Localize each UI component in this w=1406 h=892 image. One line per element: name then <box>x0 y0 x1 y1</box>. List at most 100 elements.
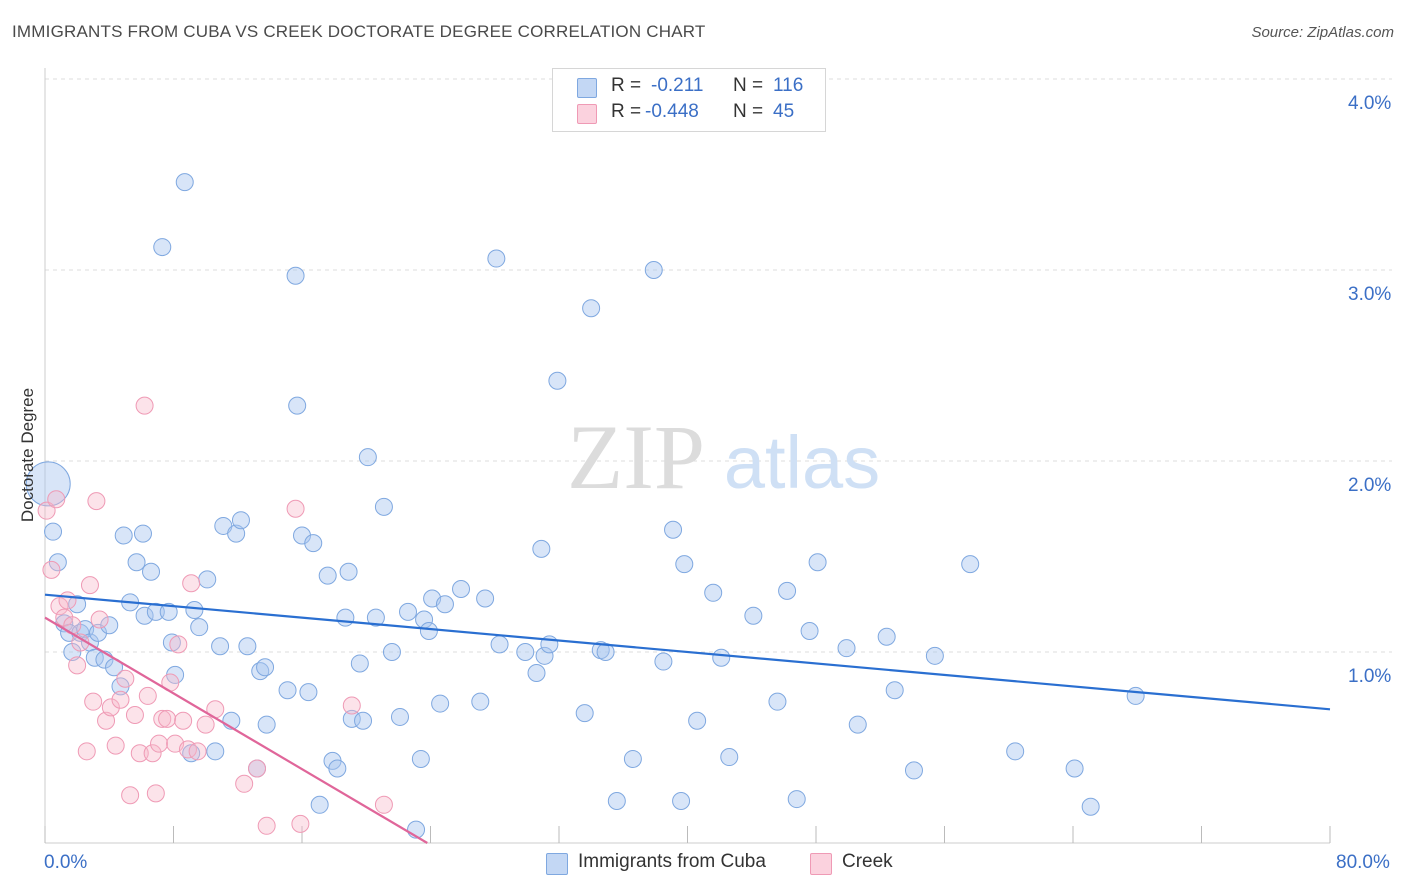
cuba-point <box>532 539 551 558</box>
creek-point <box>188 742 207 761</box>
cuba-point <box>206 742 225 761</box>
cuba-point <box>1065 759 1084 778</box>
chart-title: IMMIGRANTS FROM CUBA VS CREEK DOCTORATE … <box>12 22 706 41</box>
creek-point <box>174 711 193 730</box>
cuba-point <box>382 643 401 661</box>
legend-n-value: 45 <box>773 101 795 122</box>
y-axis-label: Doctorate Degree <box>18 387 37 523</box>
series-immigrants-from-cuba <box>25 173 1145 839</box>
cuba-point <box>390 707 409 726</box>
trend-line-cuba <box>44 593 1331 711</box>
cuba-point <box>185 600 204 619</box>
bottom-legend-label-creek: Creek <box>842 851 893 872</box>
cuba-point <box>142 562 161 581</box>
cuba-point <box>768 692 787 711</box>
cuba-point <box>257 715 276 734</box>
cuba-point <box>778 581 797 600</box>
cuba-point <box>304 534 323 553</box>
cuba-point <box>654 652 673 671</box>
cuba-point <box>227 524 246 543</box>
y-tick-label: 3.0% <box>1348 284 1392 305</box>
cuba-point <box>288 396 307 415</box>
cuba-point <box>435 595 454 614</box>
cuba-point <box>516 643 535 661</box>
cuba-point <box>535 646 554 665</box>
cuba-point <box>411 749 430 768</box>
cuba-point <box>310 795 329 814</box>
cuba-point <box>582 299 601 318</box>
cuba-point <box>476 589 495 608</box>
cuba-point <box>159 602 178 621</box>
cuba-point <box>419 621 438 640</box>
creek-point <box>130 744 149 763</box>
cuba-point <box>68 595 87 614</box>
bottom-legend-swatch-creek <box>810 853 832 875</box>
cuba-point <box>712 648 731 667</box>
creek-point <box>87 492 106 511</box>
cuba-point <box>399 602 418 621</box>
x-tick-label-min: 0.0% <box>44 852 88 873</box>
bottom-legend-label-cuba: Immigrants from Cuba <box>578 851 766 872</box>
cuba-point <box>190 618 209 637</box>
creek-point <box>342 696 361 715</box>
creek-point <box>182 574 201 593</box>
cuba-point <box>607 791 626 810</box>
cuba-point <box>211 637 230 656</box>
creek-point <box>116 669 135 688</box>
legend-n-label: N = <box>733 101 764 122</box>
creek-point <box>143 744 162 763</box>
cuba-point <box>471 692 490 711</box>
creek-point <box>158 709 177 728</box>
cuba-point <box>837 639 856 658</box>
creek-point <box>146 784 165 803</box>
cuba-point <box>342 709 361 728</box>
y-tick-label: 1.0% <box>1348 666 1392 687</box>
cuba-point <box>25 461 71 507</box>
watermark: ZIP atlas <box>567 406 880 508</box>
cuba-point <box>231 511 250 530</box>
cuba-point <box>490 635 509 654</box>
cuba-point <box>133 524 152 543</box>
cuba-point <box>135 606 154 625</box>
legend-r-value: -0.211 <box>651 75 704 96</box>
cuba-point <box>175 173 194 192</box>
cuba-point <box>644 261 663 279</box>
cuba-point <box>339 562 358 581</box>
creek-point <box>153 709 172 728</box>
cuba-point <box>299 683 318 702</box>
creek-point <box>169 635 188 654</box>
grid-lines <box>45 78 1392 653</box>
cuba-point <box>146 602 165 621</box>
creek-point <box>150 734 169 753</box>
trend-lines <box>44 593 1331 844</box>
cuba-point <box>787 790 806 809</box>
cuba-point <box>336 608 355 627</box>
cuba-point <box>452 579 471 598</box>
bottom-legend-swatch-cuba <box>546 853 568 875</box>
cuba-point <box>1006 742 1025 761</box>
cuba-point <box>1126 686 1145 705</box>
cuba-point <box>278 681 297 700</box>
cuba-point <box>904 761 923 780</box>
cuba-point <box>877 627 896 646</box>
cuba-point <box>664 520 683 539</box>
creek-point <box>84 692 103 711</box>
y-tick-label: 2.0% <box>1348 475 1392 496</box>
creek-point <box>121 786 140 805</box>
legend-r-label: R = <box>611 75 642 96</box>
trend-line-creek <box>44 616 428 844</box>
creek-point <box>80 576 99 595</box>
cuba-point <box>286 266 305 285</box>
correlation-legend: R = -0.211 N = 116 R = -0.448 N = 45 <box>552 68 826 132</box>
watermark-zip: ZIP <box>567 406 705 508</box>
creek-point <box>58 591 77 610</box>
source-label: Source: ZipAtlas.com <box>1251 24 1394 41</box>
creek-point <box>125 706 144 725</box>
cuba-point <box>885 681 904 700</box>
creek-point <box>248 759 267 778</box>
cuba-point <box>354 711 373 730</box>
cuba-point <box>238 637 257 656</box>
cuba-point <box>800 621 819 640</box>
cuba-point <box>366 608 385 627</box>
